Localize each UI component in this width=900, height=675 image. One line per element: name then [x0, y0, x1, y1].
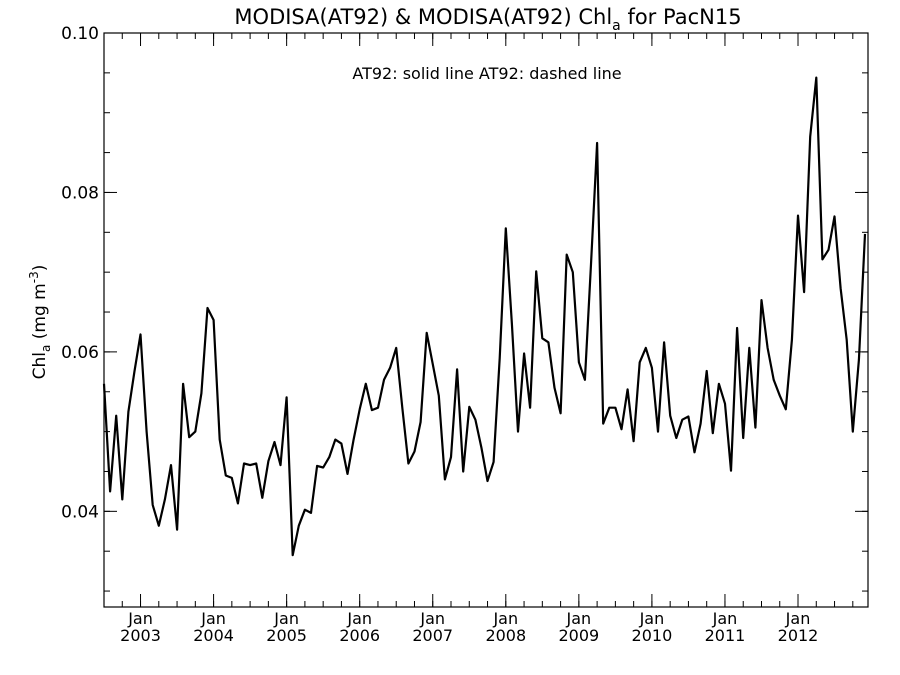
series-layer [102, 76, 867, 557]
y-axis-label-unit: (mg m [30, 283, 50, 344]
y-axis-label-superscript: -3 [27, 271, 41, 283]
legend-annotation: AT92: solid line AT92: dashed line [352, 64, 621, 83]
x-tick-year-label: 2007 [412, 626, 453, 645]
x-tick-year-label: 2004 [193, 626, 234, 645]
y-axis-label-main: Chl [30, 352, 50, 379]
y-tick-label: 0.04 [61, 502, 99, 522]
x-tick-year-label: 2009 [558, 626, 599, 645]
y-axis-label-subscript: a [39, 345, 53, 352]
y-tick-label: 0.06 [61, 343, 99, 363]
x-tick-month-label: Jan [127, 609, 153, 628]
x-tick-year-label: 2005 [266, 626, 307, 645]
plot-frame [103, 32, 869, 608]
x-tick-month-label: Jan [273, 609, 299, 628]
x-tick-year-label: 2011 [705, 626, 746, 645]
x-tick-year-label: 2003 [120, 626, 161, 645]
x-tick-month-label: Jan [492, 609, 518, 628]
x-tick-month-label: Jan [712, 609, 738, 628]
x-tick-year-label: 2010 [632, 626, 673, 645]
x-tick-year-label: 2012 [778, 626, 819, 645]
x-tick-month-label: Jan [346, 609, 372, 628]
x-tick-year-label: 2008 [485, 626, 526, 645]
x-tick-month-label: Jan [200, 609, 226, 628]
series-line [102, 76, 867, 557]
chart-title-main: MODISA(AT92) & MODISA(AT92) Chl [234, 5, 612, 29]
y-tick-label: 0.08 [61, 183, 99, 203]
x-tick-month-label: Jan [639, 609, 665, 628]
x-tick-month-label: Jan [419, 609, 445, 628]
x-tick-month-label: Jan [566, 609, 592, 628]
y-axis-label: Chla (mg m-3) [27, 265, 53, 380]
chart-title-subscript: a [612, 18, 621, 34]
chart-title: MODISA(AT92) & MODISA(AT92) Chla for Pac… [234, 5, 741, 34]
x-tick-month-label: Jan [785, 609, 811, 628]
y-axis-label-close: ) [30, 265, 50, 272]
chart-title-tail: for PacN15 [621, 5, 742, 29]
y-tick-label: 0.10 [61, 24, 99, 44]
x-tick-year-label: 2006 [339, 626, 380, 645]
axis-ticks: 0.040.060.080.10Jan2003Jan2004Jan2005Jan… [61, 24, 868, 645]
